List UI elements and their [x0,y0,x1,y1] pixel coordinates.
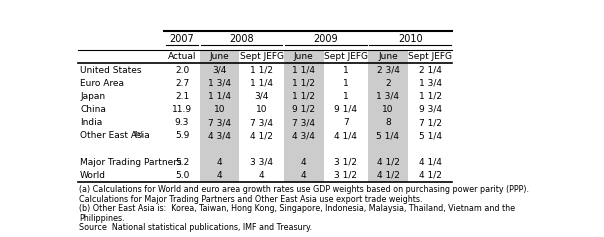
Text: 1 3/4: 1 3/4 [208,79,231,88]
Text: 9 3/4: 9 3/4 [419,105,442,114]
Text: 5 1/4: 5 1/4 [376,131,399,140]
Text: 1 3/4: 1 3/4 [419,79,442,88]
Text: 4: 4 [259,171,265,180]
Text: 2010: 2010 [398,34,423,44]
Text: 4 1/2: 4 1/2 [250,131,273,140]
Text: 2.1: 2.1 [175,92,189,101]
Text: 3 3/4: 3 3/4 [250,158,273,167]
Text: 4 1/2: 4 1/2 [419,171,442,180]
Text: 2.0: 2.0 [175,66,189,75]
Text: 1 1/2: 1 1/2 [419,92,442,101]
Text: 5.0: 5.0 [175,171,189,180]
Text: Calculations for Major Trading Partners and Other East Asia use export trade wei: Calculations for Major Trading Partners … [79,195,422,204]
Text: 7 3/4: 7 3/4 [292,118,315,127]
Text: 4 3/4: 4 3/4 [292,131,315,140]
Text: 1 1/4: 1 1/4 [292,66,315,75]
Text: 1 1/2: 1 1/2 [292,79,315,88]
Text: 7 1/2: 7 1/2 [419,118,442,127]
Text: 4: 4 [301,171,306,180]
Text: 2: 2 [385,79,391,88]
Text: 4: 4 [301,158,306,167]
Text: China: China [80,105,106,114]
Text: 5.9: 5.9 [175,131,189,140]
Text: Sept JEFG: Sept JEFG [324,52,368,61]
Text: June: June [210,52,230,61]
Text: 8: 8 [385,118,391,127]
Text: 2007: 2007 [170,34,194,44]
Text: June: June [378,52,398,61]
Text: 9 1/2: 9 1/2 [292,105,315,114]
Text: 4: 4 [217,171,222,180]
Text: (a) Calculations for World and euro area growth rates use GDP weights based on p: (a) Calculations for World and euro area… [79,185,528,194]
Bar [368,50,408,182]
Text: 1: 1 [343,66,349,75]
Bar [199,50,239,182]
Text: India: India [80,118,103,127]
Text: Sept JEFG: Sept JEFG [240,52,283,61]
Text: 3/4: 3/4 [212,66,226,75]
Text: 1 1/2: 1 1/2 [250,66,273,75]
Text: 1: 1 [343,79,349,88]
Text: (b): (b) [133,130,143,137]
Text: (b) Other East Asia is:  Korea, Taiwan, Hong Kong, Singapore, Indonesia, Malaysi: (b) Other East Asia is: Korea, Taiwan, H… [79,204,515,213]
Text: 3/4: 3/4 [254,92,269,101]
Text: 7 3/4: 7 3/4 [208,118,231,127]
Text: Actual: Actual [168,52,196,61]
Text: 11.9: 11.9 [172,105,192,114]
Text: 4 3/4: 4 3/4 [208,131,231,140]
Text: 4: 4 [217,158,222,167]
Text: Other East Asia: Other East Asia [80,131,150,140]
Text: Philippines.: Philippines. [79,214,124,223]
Text: 4 1/4: 4 1/4 [419,158,442,167]
Text: 5.2: 5.2 [175,158,189,167]
Text: 5 1/4: 5 1/4 [419,131,442,140]
Text: 10: 10 [382,105,394,114]
Text: World: World [80,171,106,180]
Text: Major Trading Partners: Major Trading Partners [80,158,182,167]
Text: 2 1/4: 2 1/4 [419,66,442,75]
Text: 4 1/2: 4 1/2 [376,158,399,167]
Text: 1 1/2: 1 1/2 [292,92,315,101]
Text: June: June [294,52,313,61]
Text: 3 1/2: 3 1/2 [335,158,358,167]
Text: Source  National statistical publications, IMF and Treasury.: Source National statistical publications… [79,223,312,232]
Bar [284,50,324,182]
Text: 4 1/4: 4 1/4 [335,131,357,140]
Text: 2.7: 2.7 [175,79,189,88]
Text: 3 1/2: 3 1/2 [335,171,358,180]
Text: 1 3/4: 1 3/4 [376,92,399,101]
Text: 9.3: 9.3 [175,118,189,127]
Text: 10: 10 [256,105,268,114]
Text: Japan: Japan [80,92,105,101]
Text: 4 1/2: 4 1/2 [376,171,399,180]
Text: Euro Area: Euro Area [80,79,124,88]
Text: 7: 7 [343,118,349,127]
Text: 1: 1 [343,92,349,101]
Text: 2 3/4: 2 3/4 [376,66,399,75]
Text: 1 1/4: 1 1/4 [208,92,231,101]
Text: 7 3/4: 7 3/4 [250,118,273,127]
Text: 10: 10 [214,105,225,114]
Text: United States: United States [80,66,142,75]
Text: 2008: 2008 [230,34,254,44]
Text: 1 1/4: 1 1/4 [250,79,273,88]
Text: 2009: 2009 [313,34,338,44]
Text: 9 1/4: 9 1/4 [335,105,358,114]
Text: Sept JEFG: Sept JEFG [408,52,452,61]
